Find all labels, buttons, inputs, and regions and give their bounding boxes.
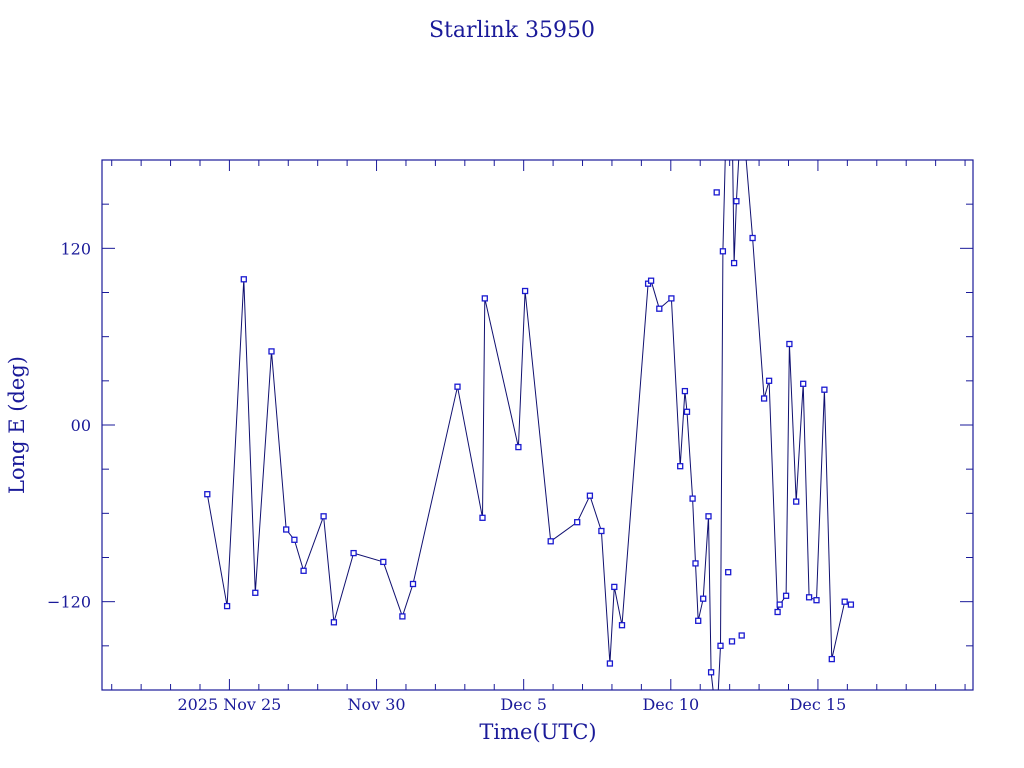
data-point — [847, 601, 855, 608]
data-point — [668, 295, 675, 302]
data-point — [719, 248, 727, 255]
data-point — [683, 408, 691, 415]
data-point — [283, 526, 290, 533]
data-point — [813, 597, 820, 604]
data-point — [700, 595, 707, 602]
data-point — [547, 538, 554, 545]
data-point — [586, 492, 594, 499]
y-tick-label: 120 — [60, 239, 91, 258]
x-tick-label: Dec 5 — [500, 695, 547, 714]
data-point — [689, 495, 696, 502]
data-point — [574, 519, 581, 526]
y-tick-label: −120 — [47, 593, 91, 612]
data-point — [647, 277, 655, 284]
data-point — [618, 622, 626, 629]
data-point — [656, 305, 663, 312]
data-point — [782, 592, 790, 599]
x-tick-label: Dec 15 — [790, 695, 847, 714]
data-point — [765, 377, 773, 384]
data-point — [479, 514, 486, 521]
y-tick-label: 00 — [71, 416, 91, 435]
data-point — [749, 234, 756, 242]
data-point — [738, 632, 745, 639]
data-point — [707, 669, 715, 676]
data-point — [805, 594, 813, 601]
data-point — [380, 558, 387, 566]
chart-title: Starlink 35950 — [429, 18, 595, 43]
data-point — [240, 276, 247, 283]
data-point — [821, 386, 828, 393]
data-point — [598, 527, 605, 535]
data-point — [717, 642, 724, 649]
data-point — [692, 560, 699, 567]
data-point — [776, 601, 783, 608]
data-point — [330, 619, 338, 626]
data-point — [728, 638, 736, 645]
data-point — [252, 589, 259, 596]
data-point — [300, 567, 307, 574]
axis-ticks — [102, 159, 973, 691]
data-point — [828, 655, 835, 663]
data-point — [320, 513, 327, 520]
x-axis-label: Time(UTC) — [479, 720, 596, 744]
data-point — [611, 583, 618, 591]
data-point — [713, 189, 720, 196]
series-line — [206, 160, 852, 690]
data-point — [268, 348, 275, 355]
data-point — [409, 580, 417, 588]
data-point — [291, 536, 298, 543]
data-point — [841, 598, 848, 605]
data-point — [350, 549, 357, 557]
data-point — [677, 463, 684, 470]
data-point — [774, 608, 781, 616]
y-tick-labels: −120 00 120 — [47, 239, 91, 611]
data-point — [515, 443, 522, 451]
data-point — [705, 513, 712, 520]
data-point — [760, 395, 768, 402]
y-axis-label: Long E (deg) — [5, 356, 29, 494]
data-point — [786, 340, 793, 348]
data-point — [793, 498, 800, 505]
data-point — [606, 660, 614, 667]
data-point — [521, 287, 529, 295]
x-tick-label: 2025 Nov 25 — [177, 695, 281, 714]
data-point — [725, 569, 732, 576]
x-tick-label: Dec 10 — [642, 695, 699, 714]
data-point — [481, 295, 488, 302]
x-tick-labels: 2025 Nov 25 Nov 30 Dec 5 Dec 10 Dec 15 — [177, 695, 846, 714]
data-point — [730, 259, 738, 267]
data-point — [399, 613, 406, 620]
data-point — [800, 380, 807, 387]
data-point — [204, 491, 211, 498]
data-point — [733, 198, 740, 205]
data-point — [454, 383, 461, 390]
plot-area — [204, 160, 855, 690]
data-point — [223, 602, 231, 610]
data-point — [695, 617, 702, 624]
x-tick-label: Nov 30 — [347, 695, 405, 714]
data-point — [681, 387, 689, 395]
